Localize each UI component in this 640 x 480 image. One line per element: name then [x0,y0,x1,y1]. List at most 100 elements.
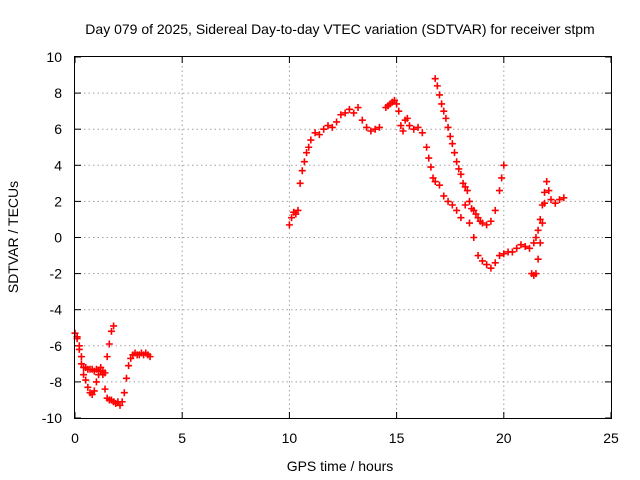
data-point [118,398,126,406]
data-point [107,327,115,335]
y-tick-label: -2 [50,266,63,282]
data-point [541,199,549,207]
data-point [435,91,443,99]
data-point [105,340,113,348]
data-point [491,206,499,214]
data-point [521,243,529,251]
series-segment-2a [285,104,383,229]
data-point [440,192,448,200]
x-tick-label: 25 [603,430,619,446]
data-point [435,181,443,189]
data-point [560,194,568,202]
data-point [288,214,296,222]
data-point [84,383,92,391]
data-point [545,187,553,195]
data-point [444,197,452,205]
data-points [71,75,568,409]
data-point [547,196,555,204]
data-point [363,123,371,131]
y-axis-label: SDTVAR / TECUs [5,181,21,293]
data-point [146,353,154,361]
data-point [122,374,130,382]
data-point [444,123,452,131]
data-point [500,250,508,258]
data-point [453,206,461,214]
data-point [294,206,302,214]
data-point [116,401,124,409]
data-point [483,221,491,229]
data-point [442,114,450,122]
data-point [500,161,508,169]
data-point [461,201,469,209]
y-tick-label: 2 [54,193,62,209]
data-point [345,105,353,113]
x-tick-label: 10 [282,430,298,446]
data-point [425,154,433,162]
data-point [526,244,534,252]
data-point [390,96,398,104]
data-point [101,385,109,393]
data-point [470,234,478,241]
x-axis-label: GPS time / hours [287,458,394,474]
data-point [328,123,336,131]
data-point [397,122,405,130]
data-point [90,387,98,395]
data-point [513,244,521,252]
data-point [307,136,315,144]
data-point [457,170,465,178]
y-tick-label: 6 [54,121,62,137]
data-point [77,360,85,368]
data-point [446,132,454,140]
data-point [399,127,407,135]
data-point [311,129,319,137]
data-point [403,114,411,122]
data-point [292,210,300,218]
data-point [487,264,495,272]
data-point [463,187,471,195]
data-point [375,123,383,131]
data-point [498,174,506,182]
data-point [358,116,366,124]
x-tick-label: 20 [496,430,512,446]
y-tick-label: 0 [54,230,62,246]
data-point [496,187,504,195]
data-point [472,210,480,218]
data-point [483,261,491,269]
data-point [350,109,358,117]
data-point [285,221,293,229]
data-point [125,362,133,370]
data-point [532,234,540,241]
data-point [88,391,96,399]
data-point [298,167,306,175]
y-tick-label: 10 [46,49,62,65]
data-point [556,196,564,204]
data-point [433,82,441,90]
data-point [496,252,504,260]
y-tick-label: 4 [54,157,62,173]
data-point [393,100,401,108]
data-point [508,248,516,256]
data-point [438,100,446,108]
series-segment-4 [461,178,568,272]
data-point [103,353,111,361]
data-point [487,217,495,225]
data-point [127,354,135,362]
data-point [410,125,418,133]
data-point [534,226,542,234]
data-point [440,107,448,115]
series-segment-1b [73,333,154,409]
data-point [324,122,332,130]
series-segment-5 [528,199,549,279]
data-point [478,219,486,227]
data-point [75,342,83,350]
data-point [541,188,549,196]
data-point [448,140,456,148]
data-point [536,215,544,223]
series-segment-1a [71,322,118,379]
y-tick-label: 8 [54,85,62,101]
data-point [320,125,328,133]
series-segment-2b [382,96,465,222]
y-tick-label: -8 [50,374,63,390]
data-point [536,239,544,247]
data-point [465,219,473,227]
